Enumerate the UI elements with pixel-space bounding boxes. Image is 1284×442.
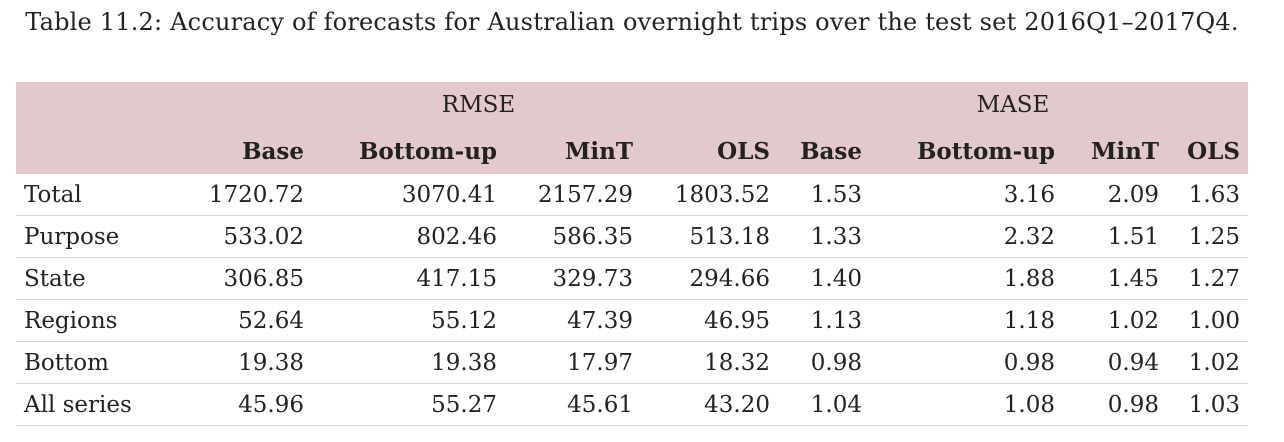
- column-header-mase-ols: OLS: [1167, 128, 1248, 174]
- table-cell: 802.46: [312, 215, 505, 258]
- column-header-rmse-bottom-up: Bottom-up: [312, 128, 505, 174]
- table-cell: 1.13: [778, 299, 870, 342]
- table-cell: 513.18: [641, 215, 778, 258]
- table-row: State 306.85 417.15 329.73 294.66 1.40 1…: [16, 257, 1248, 300]
- table-cell: 45.61: [505, 383, 641, 426]
- table-cell: 0.98: [778, 341, 870, 384]
- table-cell: 1803.52: [641, 174, 778, 216]
- table-cell: 1.53: [778, 174, 870, 216]
- table-cell: 2157.29: [505, 174, 641, 216]
- accuracy-table: RMSE MASE Base Bottom-up MinT OLS Base B…: [16, 82, 1248, 426]
- table-row: Total 1720.72 3070.41 2157.29 1803.52 1.…: [16, 174, 1248, 216]
- table-cell: 1.08: [870, 383, 1063, 426]
- table-cell: 1.04: [778, 383, 870, 426]
- table-cell: 586.35: [505, 215, 641, 258]
- table-cell: 1.88: [870, 257, 1063, 300]
- table-caption: Table 11.2: Accuracy of forecasts for Au…: [25, 8, 1239, 36]
- row-label: Regions: [16, 299, 179, 342]
- group-header-rmse: RMSE: [179, 82, 778, 128]
- table-cell: 2.32: [870, 215, 1063, 258]
- table-row: Regions 52.64 55.12 47.39 46.95 1.13 1.1…: [16, 299, 1248, 342]
- table-cell: 1.00: [1167, 299, 1248, 342]
- table-row: Purpose 533.02 802.46 586.35 513.18 1.33…: [16, 215, 1248, 258]
- table-cell: 1.33: [778, 215, 870, 258]
- table-cell: 55.12: [312, 299, 505, 342]
- table-cell: 1.03: [1167, 383, 1248, 426]
- table-row: Bottom 19.38 19.38 17.97 18.32 0.98 0.98…: [16, 341, 1248, 384]
- table-cell: 3.16: [870, 174, 1063, 216]
- table-cell: 17.97: [505, 341, 641, 384]
- row-label: Bottom: [16, 341, 179, 384]
- column-header-mase-base: Base: [778, 128, 870, 174]
- table-cell: 19.38: [179, 341, 312, 384]
- table-cell: 329.73: [505, 257, 641, 300]
- table-cell: 1.02: [1167, 341, 1248, 384]
- table-cell: 0.98: [870, 341, 1063, 384]
- column-header-mase-mint: MinT: [1063, 128, 1167, 174]
- table-cell: 52.64: [179, 299, 312, 342]
- table-cell: 1.18: [870, 299, 1063, 342]
- table-cell: 0.98: [1063, 383, 1167, 426]
- table-cell: 46.95: [641, 299, 778, 342]
- table-cell: 306.85: [179, 257, 312, 300]
- table-cell: 1.45: [1063, 257, 1167, 300]
- row-label: All series: [16, 383, 179, 426]
- column-header-rmse-ols: OLS: [641, 128, 778, 174]
- table-cell: 294.66: [641, 257, 778, 300]
- group-header-mase: MASE: [778, 82, 1248, 128]
- column-header-rmse-mint: MinT: [505, 128, 641, 174]
- table-cell: 0.94: [1063, 341, 1167, 384]
- table-cell: 18.32: [641, 341, 778, 384]
- table-cell: 1.51: [1063, 215, 1167, 258]
- table-cell: 1.27: [1167, 257, 1248, 300]
- table-cell: 1.40: [778, 257, 870, 300]
- column-header-mase-bottom-up: Bottom-up: [870, 128, 1063, 174]
- table-row: All series 45.96 55.27 45.61 43.20 1.04 …: [16, 383, 1248, 426]
- table-cell: 417.15: [312, 257, 505, 300]
- row-label: Purpose: [16, 215, 179, 258]
- table-cell: 45.96: [179, 383, 312, 426]
- table-cell: 533.02: [179, 215, 312, 258]
- table-cell: 47.39: [505, 299, 641, 342]
- group-header-blank: [16, 82, 179, 128]
- table-cell: 3070.41: [312, 174, 505, 216]
- table-cell: 1720.72: [179, 174, 312, 216]
- table-cell: 43.20: [641, 383, 778, 426]
- table-cell: 19.38: [312, 341, 505, 384]
- table-cell: 55.27: [312, 383, 505, 426]
- table-cell: 1.25: [1167, 215, 1248, 258]
- table-cell: 1.02: [1063, 299, 1167, 342]
- row-label: State: [16, 257, 179, 300]
- column-header-rmse-base: Base: [179, 128, 312, 174]
- row-label: Total: [16, 174, 179, 216]
- table-cell: 1.63: [1167, 174, 1248, 216]
- table-cell: 2.09: [1063, 174, 1167, 216]
- column-header-series: [16, 128, 179, 174]
